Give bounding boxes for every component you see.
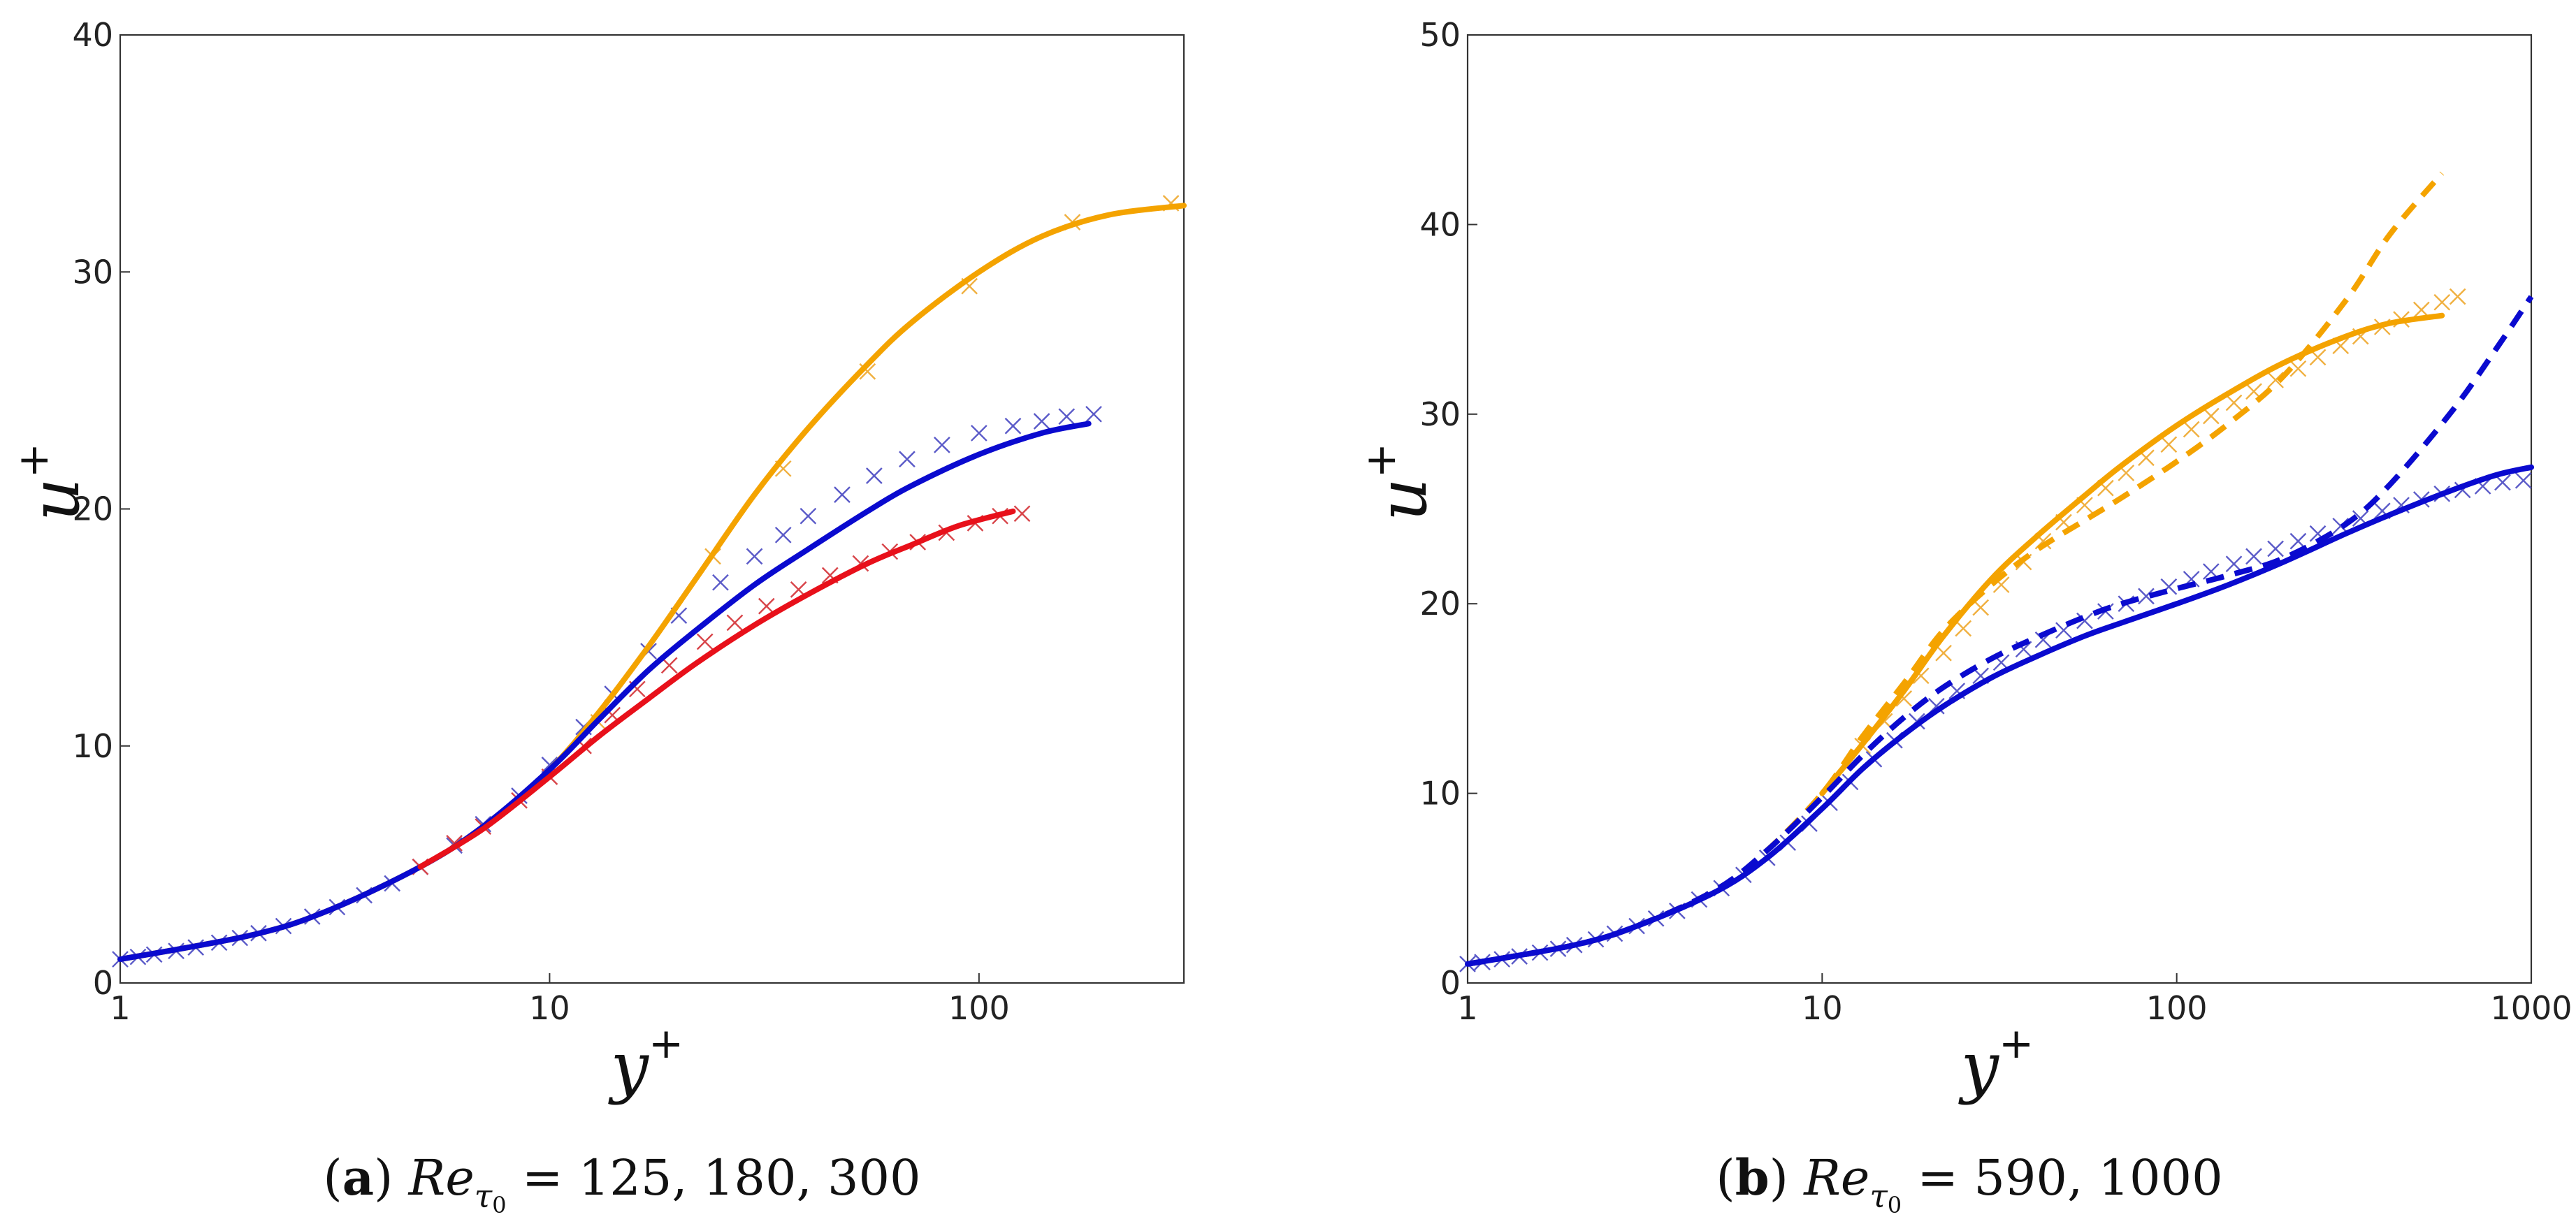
data-marker bbox=[2267, 540, 2284, 558]
panel-a-caption-subsub: 0 bbox=[492, 1192, 506, 1217]
data-marker bbox=[934, 437, 950, 453]
panel-a-ticks: 1 10 100 0 10 20 30 40 bbox=[72, 16, 1009, 1027]
panel-b-frame bbox=[1466, 34, 2533, 984]
y-tick-label: 20 bbox=[72, 490, 113, 528]
data-marker bbox=[2289, 360, 2307, 377]
data-marker bbox=[660, 657, 678, 674]
series-line-dashed bbox=[1467, 295, 2534, 967]
y-tick-label: 10 bbox=[72, 727, 113, 765]
y-tick-label: 40 bbox=[72, 16, 113, 54]
y-tick-label: 0 bbox=[1440, 964, 1461, 1002]
panel-a-caption: (a) Reτ0 = 125, 180, 300 bbox=[323, 1149, 920, 1217]
data-marker bbox=[758, 597, 775, 615]
series-line bbox=[1819, 312, 2445, 796]
y-tick-label: 40 bbox=[1419, 205, 1461, 243]
y-tick-label: 50 bbox=[1419, 16, 1461, 54]
x-tick-label: 100 bbox=[2146, 989, 2208, 1027]
data-marker bbox=[2225, 394, 2243, 411]
data-marker bbox=[1058, 408, 1076, 425]
data-marker bbox=[774, 526, 792, 544]
panel-a-ylabel-main: u bbox=[16, 478, 94, 521]
svg-text:u+: u+ bbox=[1356, 443, 1442, 521]
data-marker bbox=[2449, 288, 2466, 305]
data-marker bbox=[899, 451, 916, 468]
x-tick-label: 1 bbox=[110, 989, 130, 1027]
panel-b-caption-equals: = bbox=[1917, 1149, 1958, 1207]
y-tick-label: 30 bbox=[72, 253, 113, 291]
y-tick-label: 0 bbox=[93, 964, 113, 1002]
panel-b-ylabel-sup: + bbox=[1356, 443, 1405, 478]
data-marker bbox=[799, 507, 817, 525]
y-tick-label: 10 bbox=[1419, 775, 1461, 812]
panel-a-caption-sub: τ bbox=[475, 1177, 493, 1215]
panel-b-ylabel: u+ bbox=[1356, 443, 1442, 521]
panel-b-caption-values: 590, 1000 bbox=[1974, 1149, 2222, 1207]
y-tick-label: 30 bbox=[1419, 395, 1461, 433]
data-marker bbox=[2433, 293, 2451, 311]
data-marker bbox=[866, 467, 883, 484]
x-tick-label: 1 bbox=[1457, 989, 1477, 1027]
series-line bbox=[1465, 464, 2534, 967]
panel-b-caption-sub: τ bbox=[1869, 1177, 1888, 1215]
marker-series bbox=[1854, 288, 2466, 755]
panel-a-caption-equals: = bbox=[522, 1149, 563, 1207]
panel-a-caption-re: Re bbox=[407, 1149, 475, 1207]
panel-b-caption-re: Re bbox=[1802, 1149, 1869, 1207]
data-marker bbox=[1972, 599, 1990, 616]
panel-a-xlabel: y+ bbox=[608, 1019, 684, 1106]
data-marker bbox=[2225, 555, 2243, 573]
x-tick-label: 100 bbox=[948, 989, 1010, 1027]
data-marker bbox=[834, 486, 851, 503]
data-marker bbox=[1955, 620, 1972, 637]
panel-b-caption-letter: b bbox=[1735, 1149, 1770, 1207]
data-marker bbox=[2076, 612, 2093, 629]
x-tick-label: 1000 bbox=[2490, 989, 2572, 1027]
series-line bbox=[117, 421, 1092, 963]
data-marker bbox=[2267, 372, 2284, 388]
data-marker bbox=[2160, 436, 2178, 453]
panel-b-ylabel-main: u bbox=[1363, 478, 1442, 521]
data-marker bbox=[2202, 407, 2220, 425]
panel-b-xlabel-main: y bbox=[1958, 1028, 2000, 1106]
panel-a-xlabel-sup: + bbox=[649, 1019, 683, 1068]
data-marker bbox=[712, 574, 729, 591]
x-tick-label: 10 bbox=[1802, 989, 1843, 1027]
panel-a-xlabel-main: y bbox=[608, 1028, 650, 1106]
panel-b-ticks: 1 10 100 1000 0 10 20 30 40 50 bbox=[1419, 16, 2572, 1027]
panel-b-caption: (b) Reτ0 = 590, 1000 bbox=[1716, 1149, 2222, 1217]
x-tick-label: 10 bbox=[529, 989, 570, 1027]
data-marker bbox=[2245, 548, 2262, 565]
data-marker bbox=[746, 548, 763, 565]
data-marker bbox=[696, 633, 714, 650]
panel-b-xlabel: y+ bbox=[1958, 1019, 2034, 1106]
panel-b-series bbox=[1459, 171, 2534, 972]
panel-a-series bbox=[112, 195, 1187, 968]
data-marker bbox=[1033, 413, 1050, 430]
svg-text:u+: u+ bbox=[9, 443, 94, 521]
data-marker bbox=[1085, 405, 1102, 423]
data-marker bbox=[2515, 472, 2532, 489]
panel-b-caption-subsub: 0 bbox=[1888, 1192, 1902, 1217]
panel-b-xlabel-sup: + bbox=[1999, 1019, 2034, 1068]
data-marker bbox=[2183, 421, 2200, 438]
panel-a-ylabel-sup: + bbox=[9, 443, 58, 478]
data-marker bbox=[1935, 644, 1952, 662]
series-line bbox=[417, 508, 1016, 870]
y-tick-label: 20 bbox=[1419, 585, 1461, 622]
marker-series bbox=[112, 405, 1102, 968]
data-marker bbox=[726, 614, 744, 632]
panel-a-caption-values: 125, 180, 300 bbox=[579, 1149, 921, 1207]
panel-a-ylabel: u+ bbox=[9, 443, 94, 521]
panel-a-caption-letter: a bbox=[342, 1149, 374, 1207]
data-marker bbox=[1004, 417, 1022, 435]
data-marker bbox=[971, 425, 987, 442]
data-marker bbox=[1013, 505, 1031, 523]
data-marker bbox=[2138, 588, 2155, 605]
